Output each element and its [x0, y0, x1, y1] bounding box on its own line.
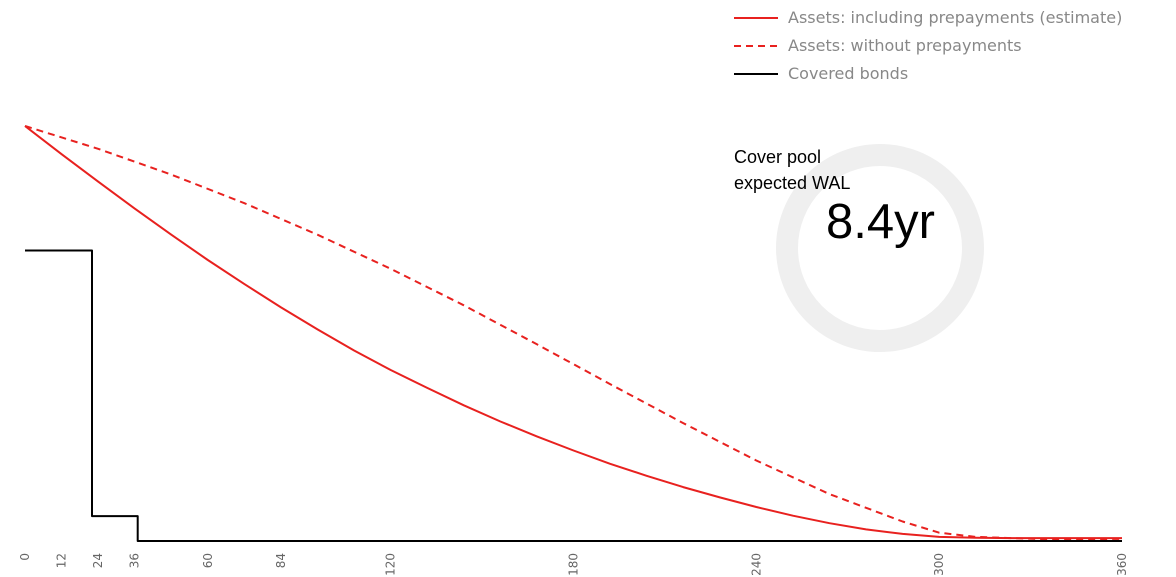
legend-item-including-prepayments: Assets: including prepayments (estimate): [732, 4, 1122, 32]
series-line-covered-bonds: [25, 249, 1122, 542]
x-tick-label: 24: [91, 553, 105, 568]
x-tick-label: 120: [384, 553, 398, 576]
legend-label: Assets: without prepayments: [788, 36, 1022, 55]
x-tick-label: 60: [201, 553, 215, 568]
x-tick-label: 36: [128, 553, 142, 568]
x-tick-label: 180: [567, 553, 581, 576]
wal-callout-value: 8.4yr: [826, 195, 935, 249]
series-line-assets-without-prepayments: [24, 125, 1123, 542]
legend-item-covered-bonds: Covered bonds: [732, 60, 1122, 88]
wal-callout-label: Cover pool expected WAL: [734, 144, 850, 196]
legend-swatch-solid-black: [734, 73, 778, 75]
legend: Assets: including prepayments (estimate)…: [732, 4, 1122, 88]
wal-label-line1: Cover pool: [734, 147, 822, 167]
x-tick-label: 12: [55, 553, 69, 568]
legend-swatch-dashed-red: [734, 45, 778, 47]
series-layer: [24, 125, 1123, 542]
series-line-assets-including-prepayments-estimate: [24, 125, 1122, 540]
legend-label: Assets: including prepayments (estimate): [788, 8, 1123, 27]
wal-ring: [776, 144, 984, 352]
legend-swatch-solid-red: [734, 17, 778, 19]
x-tick-label: 0: [18, 553, 32, 561]
x-tick-label: 84: [274, 553, 288, 568]
legend-label: Covered bonds: [788, 64, 909, 83]
x-tick-label: 300: [932, 553, 946, 576]
x-axis-ticks: 0 12 24 36 60 84 120 180 240 300 360: [18, 553, 1129, 576]
wal-label-line2: expected WAL: [734, 173, 851, 193]
legend-item-without-prepayments: Assets: without prepayments: [732, 32, 1122, 60]
x-tick-label: 240: [749, 553, 763, 576]
x-tick-label: 360: [1115, 553, 1129, 576]
